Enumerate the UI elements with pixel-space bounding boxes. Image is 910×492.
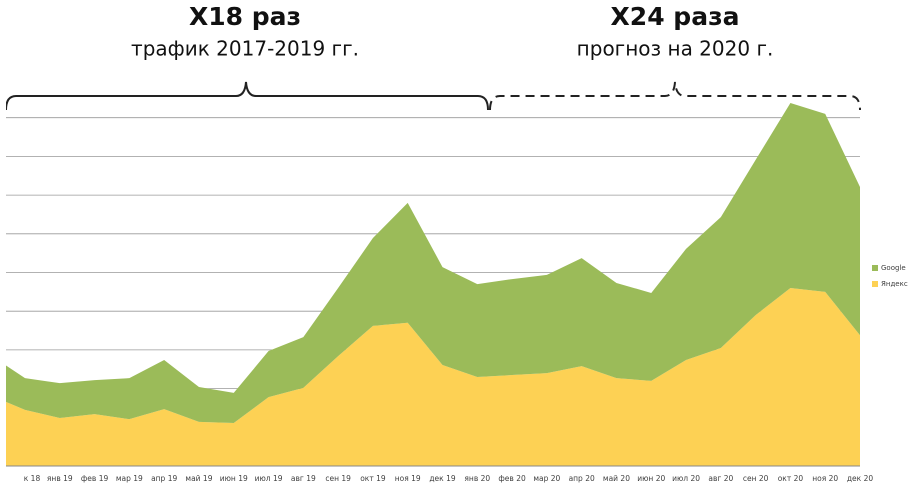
annotation-title: X18 раз xyxy=(189,2,301,31)
legend-swatch xyxy=(872,265,878,271)
x-tick-label: авг 19 xyxy=(291,474,316,483)
legend-swatch xyxy=(872,281,878,287)
x-tick-label: июл 20 xyxy=(672,474,700,483)
x-tick-label: апр 19 xyxy=(151,474,177,483)
x-tick-label: фев 19 xyxy=(81,474,109,483)
annotation-subtitle: прогноз на 2020 г. xyxy=(577,37,774,61)
x-tick-label: мар 19 xyxy=(116,474,143,483)
x-tick-label: июн 20 xyxy=(637,474,665,483)
x-tick-label: май 19 xyxy=(185,474,212,483)
x-tick-label: дек 19 xyxy=(429,474,455,483)
x-tick-label: дек 20 xyxy=(847,474,873,483)
x-tick-label: апр 20 xyxy=(569,474,595,483)
x-tick-label: сен 20 xyxy=(743,474,769,483)
area xyxy=(0,287,860,466)
x-tick-label: июн 19 xyxy=(220,474,248,483)
x-tick-label: фев 20 xyxy=(498,474,526,483)
plot-edge xyxy=(0,59,6,466)
x-tick-label: ноя 20 xyxy=(812,474,838,483)
x-tick-label: янв 20 xyxy=(464,474,490,483)
x-tick-label: июл 19 xyxy=(255,474,283,483)
x-tick-label: окт 19 xyxy=(360,474,386,483)
annotation-subtitle: трафик 2017-2019 гг. xyxy=(131,37,359,61)
legend-label: Google xyxy=(881,264,906,272)
x-tick-label: авг 20 xyxy=(708,474,733,483)
annotation-title: X24 раза xyxy=(611,2,740,31)
x-tick-label: окт 20 xyxy=(778,474,804,483)
brace xyxy=(5,81,489,111)
legend-label: Яндекс xyxy=(881,280,908,288)
area xyxy=(0,102,860,424)
x-tick-label: к 18 xyxy=(24,474,41,483)
brace-dashed xyxy=(489,81,861,111)
x-tick-label: май 20 xyxy=(603,474,630,483)
x-tick-label: мар 20 xyxy=(533,474,560,483)
x-tick-label: янв 19 xyxy=(47,474,73,483)
x-tick-label: сен 19 xyxy=(325,474,351,483)
x-tick-label: ноя 19 xyxy=(395,474,421,483)
